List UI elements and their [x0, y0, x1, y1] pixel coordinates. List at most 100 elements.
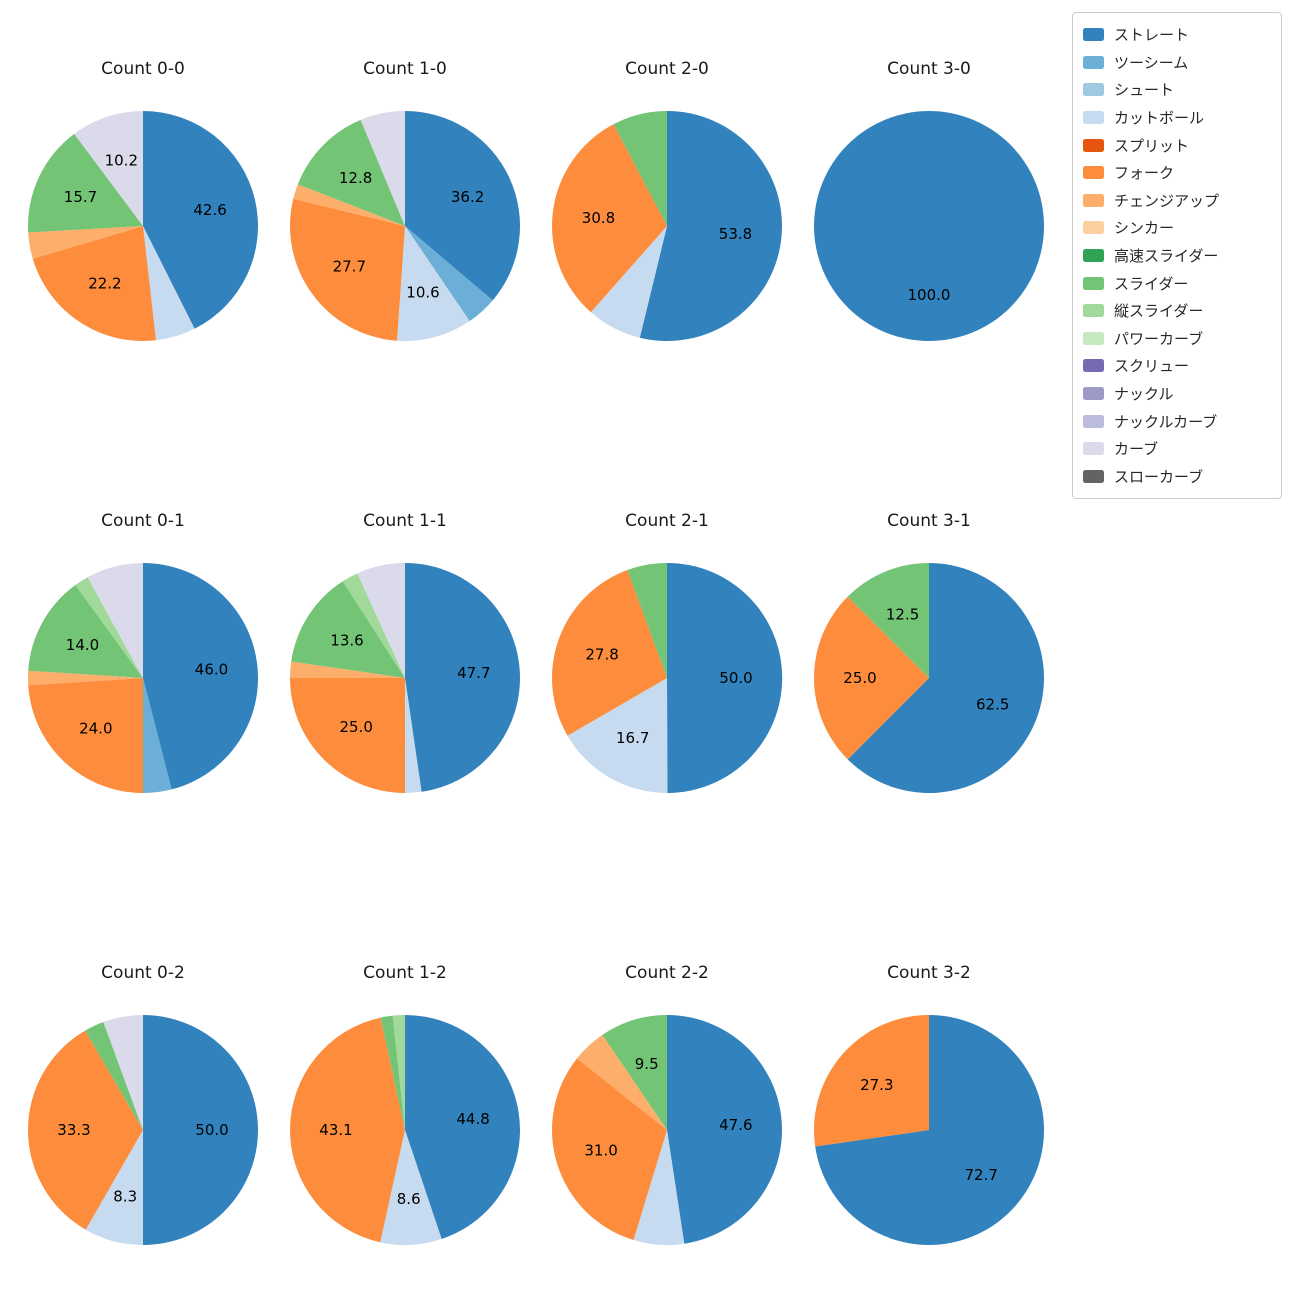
- pie-slice: [847, 563, 929, 678]
- slice-percent-label: 12.5: [886, 605, 919, 623]
- pie-slice: [28, 226, 143, 259]
- slice-percent-label: 16.7: [616, 729, 649, 747]
- slice-percent-label: 9.5: [635, 1055, 659, 1073]
- pie-slice: [28, 1030, 143, 1230]
- chart-cell: Count 0-2 50.0 8.3 33.3: [12, 958, 274, 1246]
- chart-cell: Count 2-0 53.8 30.8: [536, 54, 798, 342]
- pie-slice: [32, 226, 156, 342]
- slice-percent-label: 22.2: [88, 275, 121, 293]
- pie-slice: [143, 678, 172, 793]
- legend-color-swatch: [1083, 111, 1104, 125]
- pie-slice: [405, 563, 520, 792]
- legend-item: カットボール: [1083, 104, 1271, 132]
- chart-title: Count 1-0: [363, 59, 447, 79]
- legend-item: スローカーブ: [1083, 463, 1271, 491]
- pie-chart: 47.6 31.0 9.5: [552, 1015, 782, 1245]
- slice-percent-label: 47.7: [457, 664, 490, 682]
- legend-color-swatch: [1083, 304, 1104, 318]
- legend-label: スローカーブ: [1114, 467, 1204, 486]
- slice-percent-label: 8.3: [113, 1188, 137, 1206]
- pie-slice: [633, 1130, 685, 1245]
- legend-item: ストレート: [1083, 21, 1271, 49]
- chart-cell: Count 0-1 46.0 24.0 14.0: [12, 506, 274, 794]
- chart-title: Count 0-1: [101, 511, 185, 531]
- slice-percent-label: 100.0: [908, 286, 951, 304]
- slice-percent-label: 24.0: [79, 719, 112, 737]
- pie-slice: [297, 119, 405, 226]
- slice-percent-label: 62.5: [976, 695, 1009, 713]
- chart-cell: Count 1-0 36.2 10.6 27.7 12.8: [274, 54, 536, 342]
- legend-label: シュート: [1114, 81, 1175, 100]
- chart-title: Count 1-1: [363, 511, 447, 531]
- pie-chart: 47.7 25.0 13.6: [290, 563, 520, 793]
- pie-slice: [74, 111, 143, 226]
- slice-percent-label: 42.6: [193, 201, 226, 219]
- pie-slice: [290, 1017, 405, 1243]
- slice-percent-label: 53.8: [719, 225, 752, 243]
- chart-title: Count 3-0: [887, 59, 971, 79]
- slice-percent-label: 27.8: [585, 646, 618, 664]
- legend-item: 高速スライダー: [1083, 242, 1271, 270]
- chart-title: Count 2-0: [625, 59, 709, 79]
- chart-title: Count 2-2: [625, 963, 709, 983]
- chart-cell: Count 0-0 42.6 22.2 15.7 10.2: [12, 54, 274, 342]
- pie-slice: [27, 133, 143, 233]
- chart-title: Count 0-2: [101, 963, 185, 983]
- legend-label: 縦スライダー: [1114, 302, 1204, 321]
- pie-slice: [357, 563, 405, 678]
- chart-cell: Count 3-2 72.7 27.3: [798, 958, 1060, 1246]
- slice-percent-label: 8.6: [397, 1190, 421, 1208]
- pie-slice: [380, 1015, 405, 1130]
- legend-color-swatch: [1083, 193, 1104, 207]
- legend-item: スクリュー: [1083, 352, 1271, 380]
- chart-title: Count 3-1: [887, 511, 971, 531]
- slice-percent-label: 72.7: [964, 1166, 997, 1184]
- pie-slice: [814, 1015, 929, 1147]
- pie-slice: [627, 563, 667, 678]
- pie-chart: 72.7 27.3: [814, 1015, 1045, 1245]
- legend-label: パワーカーブ: [1114, 329, 1204, 348]
- pie-slice: [75, 577, 143, 678]
- legend-color-swatch: [1083, 387, 1104, 401]
- pie-slice: [667, 562, 783, 793]
- pie-slice: [567, 678, 668, 794]
- pie-slice: [552, 1058, 667, 1241]
- pie-chart: 62.5 25.0 12.5: [813, 563, 1044, 793]
- slice-percent-label: 50.0: [195, 1121, 228, 1139]
- legend-color-swatch: [1083, 442, 1104, 456]
- legend-color-swatch: [1083, 331, 1104, 345]
- legend-label: カーブ: [1114, 440, 1159, 459]
- legend-color-swatch: [1083, 28, 1104, 42]
- pie-slice: [815, 1015, 1045, 1245]
- pitch-type-legend: ストレート ツーシーム シュート カットボール スプリット フォーク チェンジアップ シンカー…: [1072, 12, 1282, 500]
- pie-chart: 42.6 22.2 15.7 10.2: [27, 111, 258, 342]
- pie-chart: 44.8 8.6 43.1: [290, 1015, 520, 1245]
- slice-percent-label: 47.6: [719, 1116, 752, 1134]
- slice-percent-label: 36.2: [451, 188, 484, 206]
- pie-slice: [814, 111, 1044, 341]
- slice-percent-label: 10.2: [105, 152, 138, 170]
- legend-label: シンカー: [1114, 219, 1175, 238]
- pie-slice: [143, 111, 258, 329]
- legend-color-swatch: [1083, 55, 1104, 69]
- pie-slice: [602, 1015, 667, 1130]
- pie-slice: [405, 678, 422, 793]
- legend-label: ナックル: [1114, 385, 1174, 404]
- chart-cell: Count 2-1 50.0 16.7 27.8: [536, 506, 798, 794]
- pie-chart: 36.2 10.6 27.7 12.8: [289, 111, 520, 342]
- legend-label: スライダー: [1114, 274, 1189, 293]
- legend-color-swatch: [1083, 359, 1104, 373]
- legend-color-swatch: [1083, 138, 1104, 152]
- pie-slice: [85, 1130, 143, 1245]
- legend-item: スプリット: [1083, 131, 1271, 159]
- legend-label: ツーシーム: [1114, 53, 1189, 72]
- pie-slice: [103, 1015, 143, 1130]
- pie-slice: [813, 596, 929, 760]
- slice-percent-label: 43.1: [319, 1121, 352, 1139]
- legend-item: パワーカーブ: [1083, 325, 1271, 353]
- pie-slice: [639, 111, 782, 341]
- legend-label: ナックルカーブ: [1114, 412, 1218, 431]
- pie-slice: [590, 226, 667, 338]
- slice-percent-label: 27.7: [333, 258, 366, 276]
- pie-slice: [28, 584, 144, 678]
